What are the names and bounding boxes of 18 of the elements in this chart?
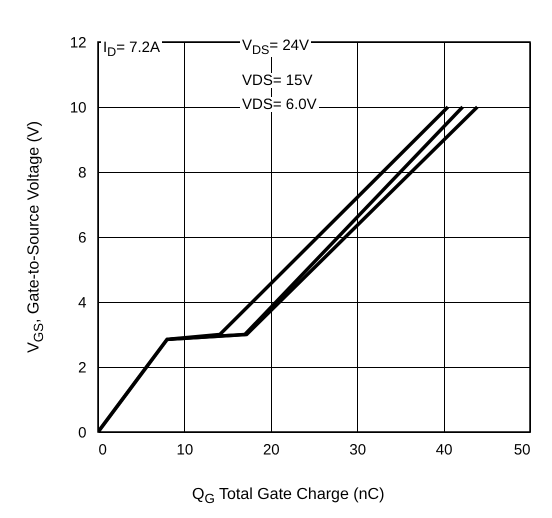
x-tick-label: 10 (176, 442, 194, 458)
x-tick-label: 30 (349, 442, 366, 458)
x-tick-label: 40 (436, 442, 452, 458)
y-tick-label: 12 (70, 34, 86, 52)
y-tick-label: 2 (78, 360, 86, 376)
annotation: V$_{DS}$= 24V (240, 37, 312, 57)
annotation: VDS= 6.0V (240, 96, 319, 113)
y-tick-label: 4 (78, 294, 86, 312)
annotation: VDS= 15V (240, 72, 314, 89)
x-tick-label: 0 (98, 442, 107, 458)
y-tick-label: 8 (78, 164, 86, 182)
y-tick-label: 0 (78, 424, 86, 442)
annotation: I$_{D}$= 7.2A (101, 39, 162, 59)
x-tick-label: 20 (262, 442, 280, 458)
y-tick-label: 10 (70, 100, 86, 116)
x-axis-title: Q$_{G}$ Total Gate Charge (nC) (192, 486, 384, 506)
x-tick-label: 50 (514, 442, 530, 458)
y-tick-label: 6 (78, 230, 86, 246)
